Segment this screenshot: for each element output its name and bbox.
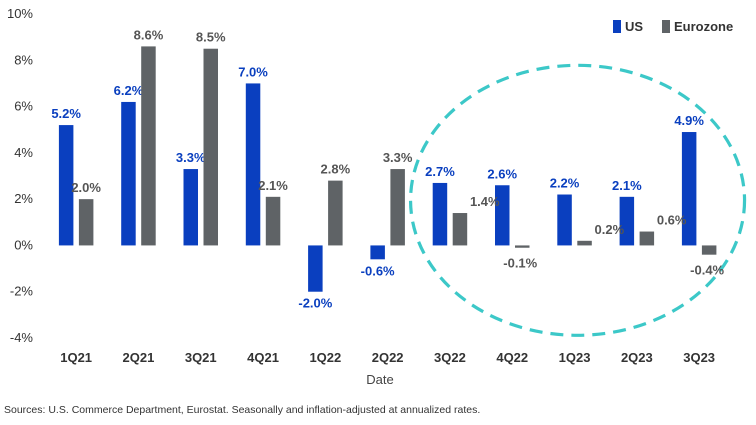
us-value-label: 6.2% <box>114 83 144 98</box>
x-tick-label: 2Q22 <box>372 350 404 365</box>
us-bar <box>432 182 448 246</box>
legend-label: US <box>625 19 643 34</box>
us-bar <box>58 125 74 246</box>
y-tick-label: 6% <box>14 99 33 114</box>
x-tick-label: 3Q22 <box>434 350 466 365</box>
x-tick-label: 3Q23 <box>683 350 715 365</box>
y-tick-label: -4% <box>10 330 34 345</box>
us-value-label: 7.0% <box>238 64 268 79</box>
eurozone-value-label: -0.1% <box>503 256 537 271</box>
us-bar <box>495 185 510 246</box>
eurozone-value-label: 0.2% <box>595 222 625 237</box>
us-value-label: -2.0% <box>298 296 332 311</box>
y-tick-label: 8% <box>14 52 33 67</box>
eurozone-value-label: 1.4% <box>470 194 500 209</box>
y-tick-label: 4% <box>14 145 33 160</box>
us-value-label: 2.1% <box>612 178 642 193</box>
us-value-label: 2.7% <box>425 164 455 179</box>
eurozone-value-label: 2.8% <box>321 162 351 177</box>
us-bar <box>308 245 323 292</box>
eurozone-bar <box>141 46 156 246</box>
us-value-label: -0.6% <box>361 263 395 278</box>
x-tick-label: 1Q23 <box>559 350 591 365</box>
eurozone-value-label: 8.5% <box>196 30 226 45</box>
y-tick-label: 0% <box>14 237 33 252</box>
eurozone-bar <box>701 245 717 255</box>
x-axis-title: Date <box>366 372 393 387</box>
x-tick-label: 2Q23 <box>621 350 653 365</box>
us-bar <box>370 245 385 260</box>
eurozone-value-label: 0.6% <box>657 213 687 228</box>
eurozone-bar <box>203 48 218 246</box>
y-tick-label: 2% <box>14 191 33 206</box>
eurozone-bar <box>639 231 655 246</box>
legend-swatch <box>662 20 670 33</box>
us-bar <box>245 83 261 246</box>
eurozone-bar <box>328 180 343 246</box>
us-value-label: 2.2% <box>550 176 580 191</box>
us-bar <box>557 194 572 246</box>
eurozone-bar <box>515 245 530 248</box>
chart-svg: -4% -2% 0% 2% 4% 6% 8% 10% 5.2% 6.2% 3.3% 7.0% -2.0%… <box>7 6 747 387</box>
y-tick-label: -2% <box>10 284 34 299</box>
x-tick-label: 1Q22 <box>309 350 341 365</box>
eurozone-bar <box>452 213 468 246</box>
eurozone-value-label: 2.0% <box>71 180 101 195</box>
x-tick-label: 4Q21 <box>247 350 279 365</box>
us-bar <box>183 169 198 246</box>
us-value-label: 3.3% <box>176 150 206 165</box>
us-bar <box>681 132 697 246</box>
eurozone-bar <box>78 199 94 246</box>
eurozone-value-label: 8.6% <box>134 27 164 42</box>
eurozone-value-label: 2.1% <box>258 178 288 193</box>
eurozone-bar <box>390 169 405 246</box>
legend-label: Eurozone <box>674 19 733 34</box>
x-tick-label: 2Q21 <box>123 350 155 365</box>
us-value-label: 2.6% <box>487 166 517 181</box>
eurozone-value-label: -0.4% <box>690 263 724 278</box>
legend-swatch <box>613 20 621 33</box>
source-note: Sources: U.S. Commerce Department, Euros… <box>4 404 481 416</box>
eurozone-bar <box>577 240 592 246</box>
eurozone-bar <box>265 196 281 246</box>
x-tick-label: 3Q21 <box>185 350 217 365</box>
us-value-label: 5.2% <box>51 106 81 121</box>
us-bar <box>121 101 136 246</box>
y-tick-label: 10% <box>7 6 33 21</box>
eurozone-value-label: 3.3% <box>383 150 413 165</box>
highlight-ellipse <box>408 63 747 337</box>
x-tick-label: 4Q22 <box>496 350 528 365</box>
us-bar <box>619 196 635 246</box>
us-value-label: 4.9% <box>674 113 704 128</box>
x-tick-label: 1Q21 <box>60 350 92 365</box>
